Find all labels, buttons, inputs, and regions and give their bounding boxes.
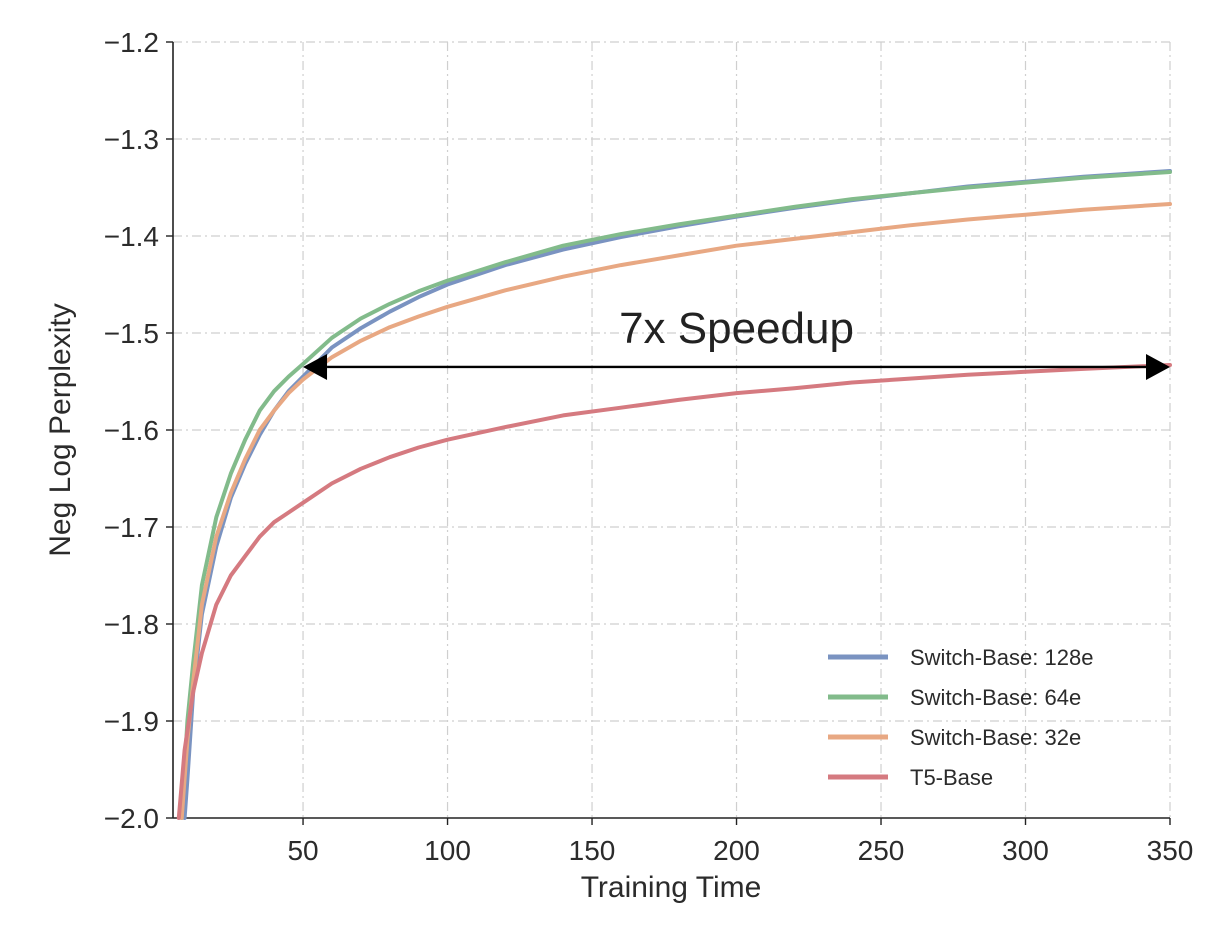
series-line-1: [179, 170, 1172, 820]
x-tick-label: 250: [858, 835, 905, 866]
x-tick-label: 100: [424, 835, 471, 866]
y-tick-label: −1.9: [104, 706, 159, 737]
y-tick-label: −1.8: [104, 609, 159, 640]
x-tick-label: 200: [713, 835, 760, 866]
speedup-annotation: 7x Speedup: [619, 304, 854, 353]
x-tick-label: 300: [1002, 835, 1049, 866]
y-tick-label: −1.3: [104, 124, 159, 155]
y-tick-label: −1.7: [104, 512, 159, 543]
series-layer: [176, 169, 1172, 820]
grid-layer: [173, 41, 1171, 818]
speedup-arrow-right-head: [1146, 353, 1170, 380]
y-axis-label: Neg Log Perplexity: [44, 303, 77, 556]
series-line-2: [179, 202, 1172, 820]
legend-label: Switch-Base: 128e: [910, 645, 1093, 670]
legend-label: Switch-Base: 64e: [910, 685, 1081, 710]
legend-label: T5-Base: [910, 765, 993, 790]
y-tick-label: −1.4: [104, 221, 159, 252]
x-tick-label: 150: [569, 835, 616, 866]
speedup-arrow-left-head: [303, 353, 328, 380]
x-tick-label: 50: [287, 835, 318, 866]
series-line-3: [176, 363, 1172, 820]
x-tick-label: 350: [1147, 835, 1194, 866]
legend-label: Switch-Base: 32e: [910, 725, 1081, 750]
ticks-layer: −2.0 −1.9 −1.8 −1.7 −1.6 −1.5 −1.4 −1.3 −1.2 50 10…: [104, 27, 1194, 866]
y-tick-label: −1.6: [104, 415, 159, 446]
annotation-layer: 7x Speedup: [303, 304, 1170, 380]
y-tick-label: −1.5: [104, 318, 159, 349]
x-axis-label: Training Time: [581, 871, 762, 904]
y-tick-label: −1.2: [104, 27, 159, 58]
y-tick-label: −2.0: [104, 803, 159, 834]
legend: Switch-Base: 128e Switch-Base: 64e Switch-…: [828, 645, 1093, 790]
